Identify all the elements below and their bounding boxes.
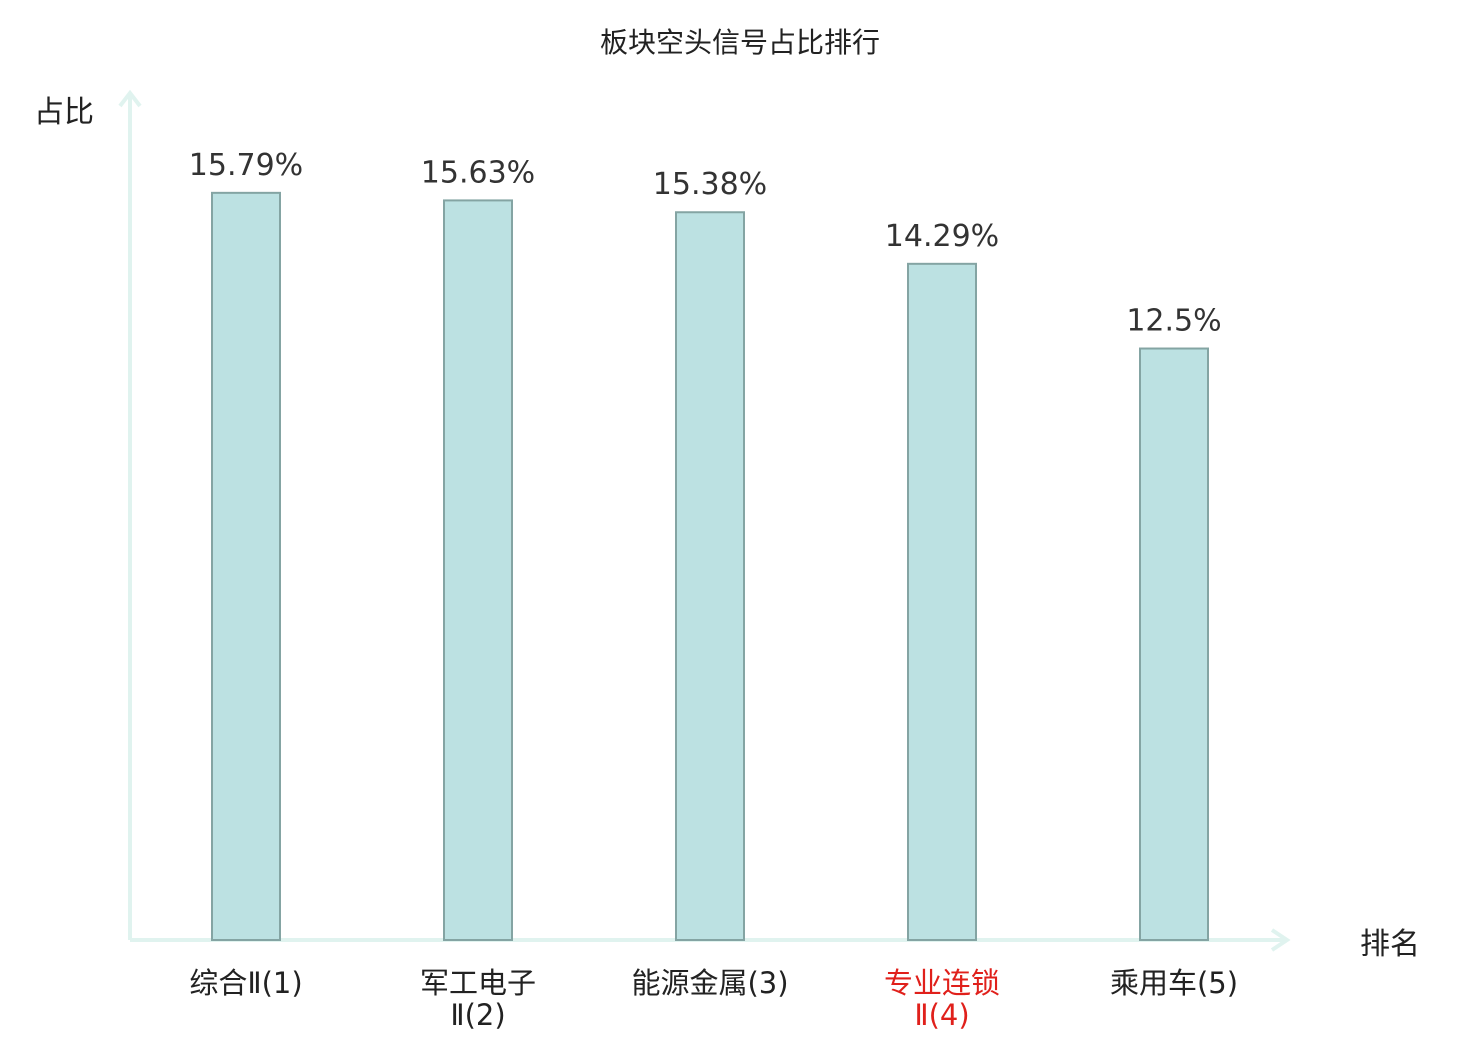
- bar-3: [675, 211, 745, 942]
- chart-title: 板块空头信号占比排行: [600, 26, 880, 59]
- value-label-2: 15.63%: [421, 155, 535, 190]
- value-label-4: 14.29%: [885, 219, 999, 254]
- x-axis-label: 排名: [1360, 927, 1420, 962]
- category-label-5-line-1: 乘用车(5): [1110, 966, 1238, 1000]
- bar-2: [443, 199, 513, 941]
- value-label-3: 15.38%: [653, 167, 767, 202]
- bar-1: [211, 191, 281, 941]
- category-label-3-line-1: 能源金属(3): [631, 966, 788, 1000]
- value-label-1: 15.79%: [189, 148, 303, 183]
- category-label-1-line-1: 综合Ⅱ(1): [189, 966, 302, 1000]
- y-axis-arrow: [118, 89, 142, 108]
- category-label-4-line-1: 专业连锁: [884, 966, 1000, 1000]
- y-axis-label: 占比: [34, 95, 94, 130]
- bars: [211, 191, 1209, 942]
- value-labels: 15.79% 15.63% 15.38% 14.29% 12.5%: [189, 148, 1222, 339]
- category-label-2-line-1: 军工电子: [420, 966, 536, 1000]
- value-label-5: 12.5%: [1126, 304, 1221, 339]
- category-label-4-line-2: Ⅱ(4): [914, 998, 969, 1032]
- x-axis-arrow: [1270, 928, 1291, 952]
- category-label-2-line-2: Ⅱ(2): [450, 998, 505, 1032]
- bar-5: [1139, 347, 1209, 942]
- bar-4: [907, 262, 977, 941]
